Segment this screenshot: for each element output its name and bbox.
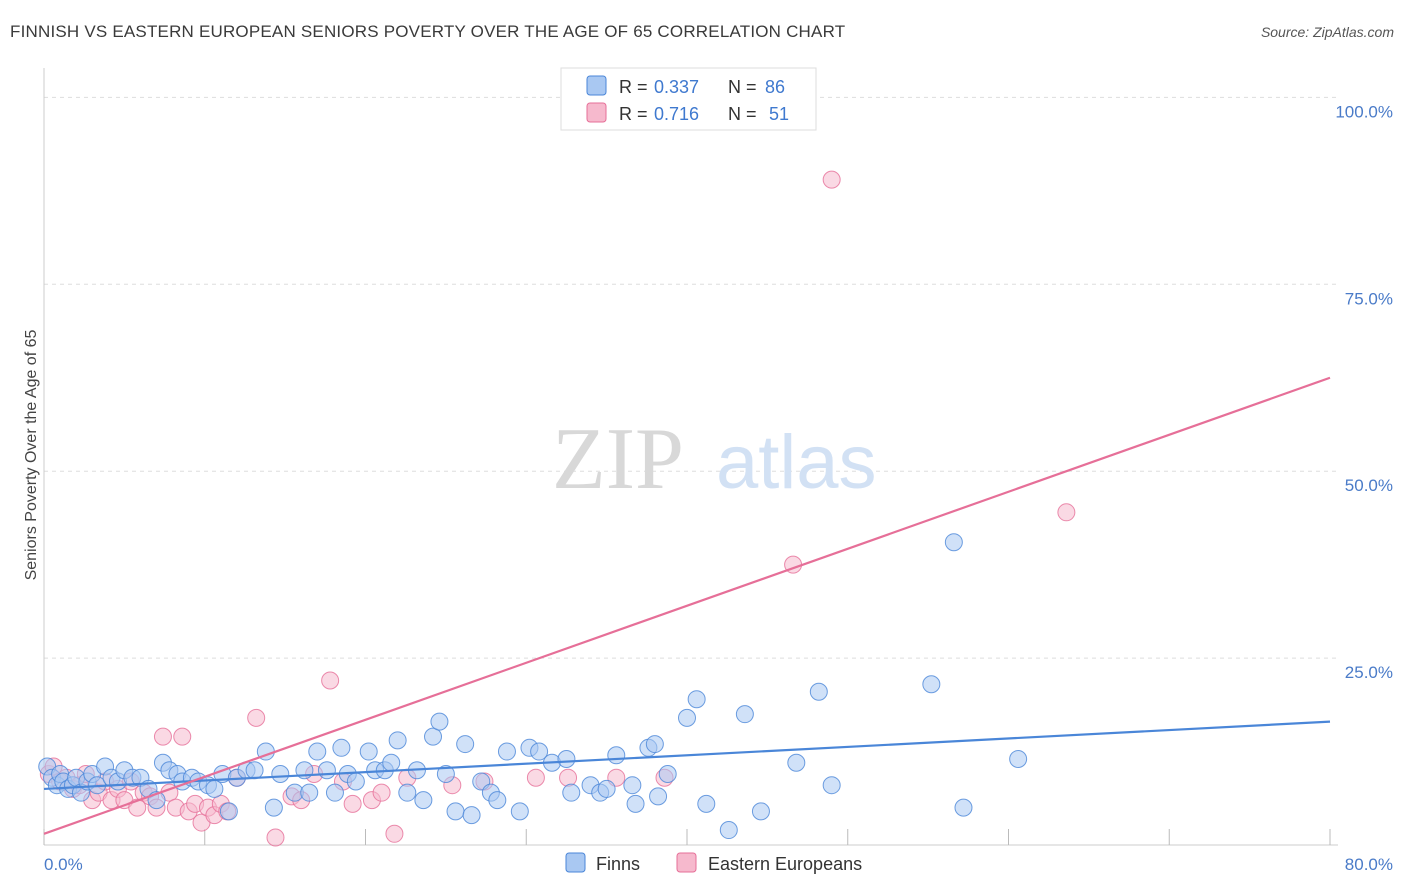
finns-point-45 (359, 742, 378, 761)
finns-point-35 (271, 764, 290, 783)
y-axis-tick-labels: 25.0% 50.0% 75.0% 100.0% (1335, 102, 1393, 682)
finns-point-55 (436, 764, 455, 783)
finns-point-39 (308, 742, 327, 761)
finns-point-89 (922, 675, 941, 694)
bottom-legend-swatch-finns (565, 852, 586, 873)
finns-point-48 (382, 753, 401, 772)
finns-point-63 (510, 802, 529, 821)
finns-point-81 (697, 794, 716, 813)
eastern-europeans-points (39, 170, 1076, 847)
eastern-point-35 (321, 671, 340, 690)
finns-point-84 (751, 802, 770, 821)
finns-point-65 (530, 742, 549, 761)
finns-point-62 (497, 742, 516, 761)
finns-point-91 (1009, 750, 1028, 769)
legend-r-value-eastern: 0.716 (654, 104, 699, 124)
finns-point-56 (446, 802, 465, 821)
finns-point-87 (822, 776, 841, 795)
y-tick-label-3: 100.0% (1335, 102, 1393, 121)
x-tick-label-max: 80.0% (1345, 855, 1393, 874)
finns-point-52 (414, 791, 433, 810)
finns-point-29 (219, 802, 238, 821)
finns-point-40 (317, 761, 336, 780)
finns-points (38, 533, 1028, 840)
eastern-point-39 (372, 783, 391, 802)
finns-point-74 (626, 794, 645, 813)
eastern-point-45 (559, 768, 578, 787)
chart-source: Source: ZipAtlas.com (1260, 24, 1394, 40)
y-axis-label: Seniors Poverty Over the Age of 65 (23, 330, 40, 581)
bottom-legend-swatch-eastern (676, 852, 697, 873)
eastern-europeans-trendline (43, 376, 1331, 835)
finns-point-67 (557, 750, 576, 769)
gridlines (43, 68, 1338, 846)
finns-point-61 (488, 791, 507, 810)
eastern-point-30 (247, 708, 266, 727)
eastern-point-49 (822, 170, 841, 189)
legend-swatch-eastern (586, 102, 607, 123)
legend-n-label-eastern: N = (728, 104, 757, 124)
finns-point-41 (325, 783, 344, 802)
finns-point-78 (658, 764, 677, 783)
y-tick-label-1: 50.0% (1345, 476, 1393, 495)
finns-point-73 (623, 776, 642, 795)
finns-point-58 (462, 806, 481, 825)
chart-title: FINNISH VS EASTERN EUROPEAN SENIORS POVE… (10, 22, 846, 41)
finns-point-49 (388, 731, 407, 750)
finns-point-86 (809, 682, 828, 701)
x-tick-label-min: 0.0% (44, 855, 83, 874)
finns-point-79 (678, 708, 696, 727)
finns-point-88 (944, 533, 963, 552)
finns-point-83 (735, 705, 754, 724)
bottom-legend-label-finns: Finns (596, 854, 640, 874)
watermark-zip: ZIP (552, 411, 684, 508)
finns-point-54 (430, 712, 449, 731)
finns-point-77 (649, 787, 668, 806)
finns-point-44 (346, 772, 365, 791)
eastern-point-40 (385, 824, 404, 843)
finns-point-32 (245, 761, 264, 780)
y-tick-label-0: 25.0% (1345, 663, 1393, 682)
finns-point-34 (264, 798, 283, 817)
finns-point-85 (787, 753, 806, 772)
finns-point-72 (607, 746, 626, 765)
legend-r-value-finns: 0.337 (654, 77, 699, 97)
eastern-point-21 (173, 727, 192, 746)
finns-point-80 (687, 690, 706, 709)
eastern-point-31 (266, 828, 285, 847)
eastern-point-50 (1057, 503, 1076, 522)
legend-n-label-finns: N = (728, 77, 757, 97)
watermark-atlas: atlas (716, 420, 877, 505)
y-tick-label-2: 75.0% (1345, 289, 1393, 308)
finns-point-82 (719, 821, 738, 840)
legend-r-label-finns: R = (619, 77, 648, 97)
eastern-point-37 (343, 794, 362, 813)
finns-point-71 (597, 779, 616, 798)
finns-point-57 (456, 735, 475, 754)
bottom-legend-label-eastern: Eastern Europeans (708, 854, 862, 874)
finns-trendline (43, 720, 1331, 791)
eastern-point-18 (153, 727, 172, 746)
finns-point-76 (645, 735, 664, 754)
finns-point-50 (398, 783, 417, 802)
series-legend: Finns Eastern Europeans (565, 852, 862, 874)
finns-point-27 (205, 779, 224, 798)
eastern-point-44 (526, 768, 545, 787)
legend-n-value-eastern: 51 (769, 104, 789, 124)
legend-swatch-finns (586, 75, 607, 96)
legend-r-label-eastern: R = (619, 104, 648, 124)
finns-point-90 (954, 798, 973, 817)
finns-point-38 (300, 783, 319, 802)
correlation-legend: R = 0.337 N = 86 R = 0.716 N = 51 (560, 67, 817, 131)
x-axis-ticks (43, 829, 1331, 845)
legend-n-value-finns: 86 (765, 77, 785, 97)
finns-point-53 (424, 727, 443, 746)
finns-point-42 (332, 738, 351, 757)
finns-point-68 (562, 783, 581, 802)
